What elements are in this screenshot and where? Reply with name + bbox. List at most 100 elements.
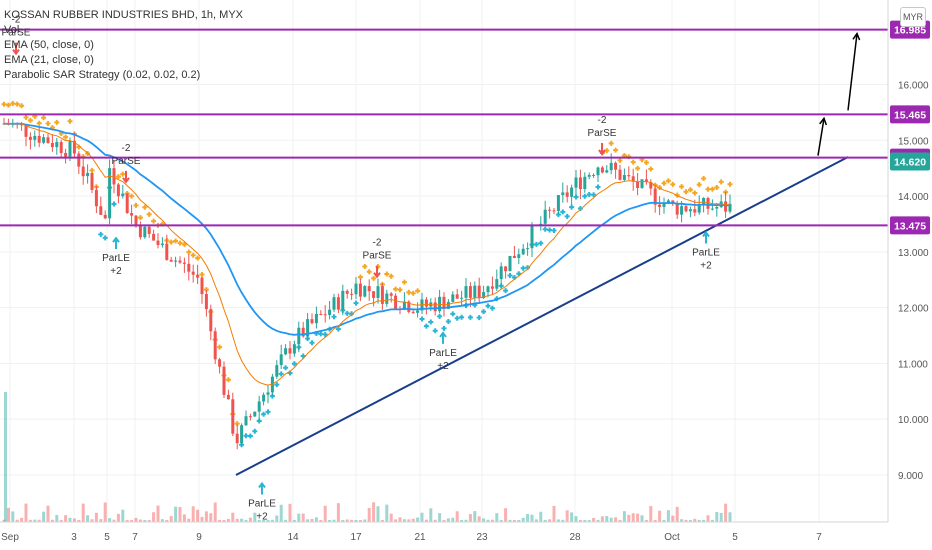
volume-bar — [468, 514, 472, 522]
sar-marker — [388, 273, 394, 279]
sar-marker — [393, 286, 399, 292]
volume-bar — [433, 519, 437, 522]
candle — [86, 172, 90, 177]
candle — [341, 290, 345, 310]
candle — [552, 210, 556, 212]
candle — [473, 285, 477, 298]
volume-bar — [618, 519, 622, 522]
volume-bar — [244, 519, 248, 522]
price-axis[interactable]: 9.000 10.000 11.000 12.000 13.000 14.000 15.00… — [887, 0, 932, 550]
sar-marker — [67, 118, 73, 124]
sar-marker — [89, 167, 95, 173]
price-tick-label: 11.000 — [898, 359, 928, 370]
volume-bar — [508, 519, 512, 522]
candle — [187, 263, 191, 272]
volume-bar — [11, 511, 15, 522]
volume-bar — [275, 515, 279, 522]
signal-short: -2 ParSE — [2, 15, 31, 56]
sar-marker — [586, 191, 592, 197]
price-tick-label: 9.000 — [898, 471, 923, 482]
sar-marker — [648, 166, 654, 172]
volume-bar — [693, 518, 697, 522]
candle — [94, 189, 98, 207]
volume-bar — [521, 517, 525, 522]
sar-marker — [692, 190, 698, 196]
signal-short: -2 ParSE — [363, 238, 392, 279]
candles — [2, 117, 732, 450]
volume-bar — [605, 516, 609, 522]
candle — [68, 140, 72, 157]
sar-marker — [503, 288, 509, 294]
candle — [636, 181, 640, 188]
signal-long: ParLE +2 — [102, 236, 130, 277]
volume-bar — [438, 513, 442, 522]
candle — [706, 197, 710, 209]
volume-bar — [609, 517, 613, 522]
volume-bar — [50, 519, 54, 522]
sar-marker — [709, 186, 715, 192]
sar-marker — [507, 272, 513, 278]
candle — [169, 259, 173, 262]
volume-bar — [332, 519, 336, 522]
candle — [561, 192, 565, 196]
candle — [301, 327, 305, 337]
candle — [688, 209, 692, 212]
sar-marker — [177, 240, 183, 246]
candle — [253, 411, 257, 417]
sar-marker — [454, 315, 460, 321]
sar-marker — [362, 264, 368, 270]
volume-bar — [345, 519, 349, 522]
horizontal-levels[interactable] — [0, 28, 888, 227]
time-axis-background — [0, 522, 932, 550]
sar-marker — [151, 218, 157, 224]
volume-bar — [253, 512, 257, 522]
sar-marker — [582, 193, 588, 199]
volume-bar — [81, 503, 85, 522]
sar-marker — [111, 201, 117, 207]
volume-bar — [411, 518, 415, 522]
volume-bar — [112, 519, 116, 522]
volume-bar — [578, 519, 582, 522]
candle — [46, 137, 50, 144]
candle — [675, 203, 679, 215]
legend-ema50: EMA (50, close, 0) — [4, 39, 94, 51]
volume-bar — [134, 517, 138, 522]
volume-bar — [130, 519, 134, 522]
trendline[interactable] — [235, 156, 849, 476]
price-tick-label: 12.000 — [898, 304, 929, 315]
candle — [495, 279, 499, 289]
volume-bar — [407, 519, 411, 522]
candle — [556, 195, 560, 212]
candle — [482, 292, 486, 299]
candle — [583, 176, 587, 190]
candle — [504, 266, 508, 272]
candle — [204, 294, 208, 310]
candle — [306, 319, 310, 337]
candle — [297, 327, 301, 345]
sar-marker — [437, 313, 443, 319]
candle — [587, 174, 591, 177]
time-axis[interactable]: Sep 3 5 7 9 14 17 21 23 28 Oct 5 7 — [0, 521, 932, 550]
candle — [244, 416, 248, 426]
volume-bar — [257, 519, 261, 522]
volume-bar — [548, 519, 552, 522]
candle — [284, 348, 288, 355]
time-tick-label: Sep — [1, 532, 19, 543]
currency-button[interactable]: MYR — [900, 7, 926, 27]
volume-bar — [486, 519, 490, 522]
candle — [143, 226, 147, 238]
sar-marker — [683, 189, 689, 195]
candle — [134, 215, 138, 225]
sar-marker — [432, 328, 438, 334]
signal-short: -2 ParSE — [588, 115, 617, 156]
volume-bar — [614, 517, 618, 522]
sar-marker — [423, 323, 429, 329]
signal-arrow-up-icon — [439, 331, 447, 344]
volume-bar — [446, 518, 450, 522]
volume-bar — [460, 519, 464, 522]
volume-bar — [416, 517, 420, 522]
candle — [222, 366, 226, 395]
legend-ema21: EMA (21, close, 0) — [4, 54, 94, 66]
candle — [596, 167, 600, 176]
